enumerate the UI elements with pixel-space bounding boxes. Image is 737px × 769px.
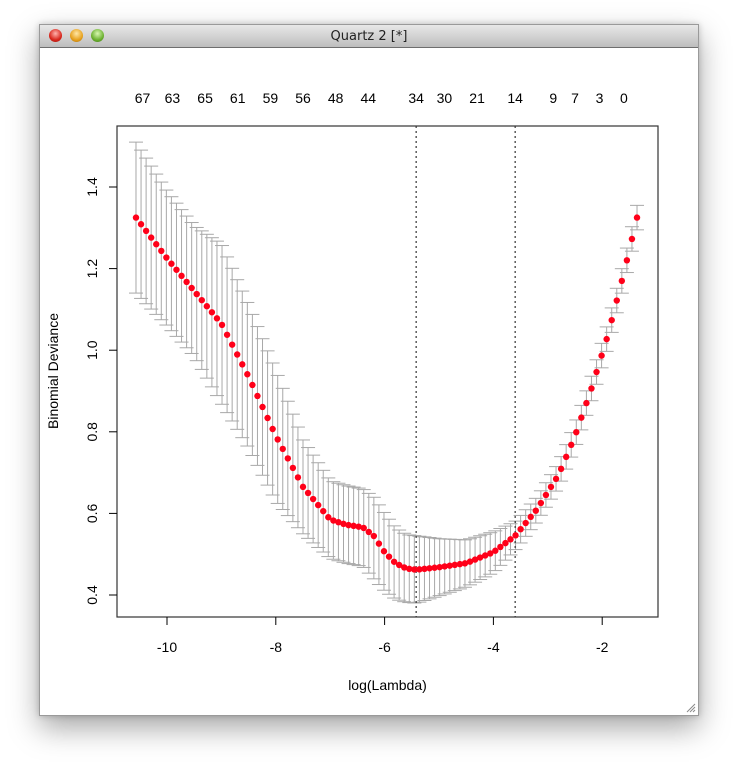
resize-grip-icon[interactable] [684, 701, 696, 713]
plot-canvas: -10 -8 -6 -4 -2 0.4 0.6 0.8 1.0 1.2 1.4 67 63 65 61 5… [40, 48, 698, 715]
svg-text:-2: -2 [596, 639, 609, 655]
svg-text:21: 21 [469, 90, 485, 106]
error-bars [128, 141, 645, 604]
close-button[interactable] [49, 29, 62, 42]
window-title: Quartz 2 [*] [330, 29, 408, 44]
plot-frame [116, 125, 659, 618]
y-axis: 0.4 0.6 0.8 1.0 1.2 1.4 [84, 177, 117, 605]
x-axis: -10 -8 -6 -4 -2 [157, 617, 609, 655]
title-bar[interactable]: Quartz 2 [*] [40, 25, 698, 48]
svg-text:34: 34 [408, 90, 424, 106]
svg-text:7: 7 [571, 90, 579, 106]
svg-text:-10: -10 [157, 639, 177, 655]
svg-text:0.4: 0.4 [84, 585, 100, 605]
quartz-window: Quartz 2 [*] -10 -8 -6 -4 -2 0.4 0.6 0.8 1.0 1.2… [39, 24, 699, 716]
svg-text:1.4: 1.4 [84, 177, 100, 197]
svg-text:0.8: 0.8 [84, 422, 100, 442]
svg-text:63: 63 [165, 90, 181, 106]
cv-deviance-plot: -10 -8 -6 -4 -2 0.4 0.6 0.8 1.0 1.2 1.4 67 63 65 61 5… [45, 90, 659, 693]
svg-text:67: 67 [135, 90, 151, 106]
svg-text:9: 9 [549, 90, 557, 106]
svg-text:1.2: 1.2 [84, 259, 100, 279]
svg-text:-8: -8 [270, 639, 283, 655]
y-axis-label: Binomial Deviance [45, 313, 61, 429]
svg-text:14: 14 [507, 90, 523, 106]
top-axis-nonzero-counts: 67 63 65 61 59 56 48 44 34 30 21 14 9 7 3 0 [135, 90, 628, 106]
svg-text:0.6: 0.6 [84, 503, 100, 523]
svg-text:48: 48 [328, 90, 344, 106]
x-axis-label: log(Lambda) [348, 677, 427, 693]
svg-text:3: 3 [596, 90, 604, 106]
minimize-button[interactable] [70, 29, 83, 42]
svg-text:0: 0 [620, 90, 628, 106]
svg-text:-6: -6 [378, 639, 391, 655]
lambda-reference-lines [415, 126, 516, 617]
svg-text:44: 44 [360, 90, 376, 106]
svg-text:65: 65 [197, 90, 213, 106]
svg-text:-4: -4 [487, 639, 500, 655]
svg-text:56: 56 [295, 90, 311, 106]
zoom-button[interactable] [91, 29, 104, 42]
mean-deviance-points [132, 214, 641, 573]
svg-text:59: 59 [263, 90, 279, 106]
svg-text:61: 61 [230, 90, 246, 106]
svg-text:30: 30 [437, 90, 453, 106]
svg-text:1.0: 1.0 [84, 340, 100, 360]
